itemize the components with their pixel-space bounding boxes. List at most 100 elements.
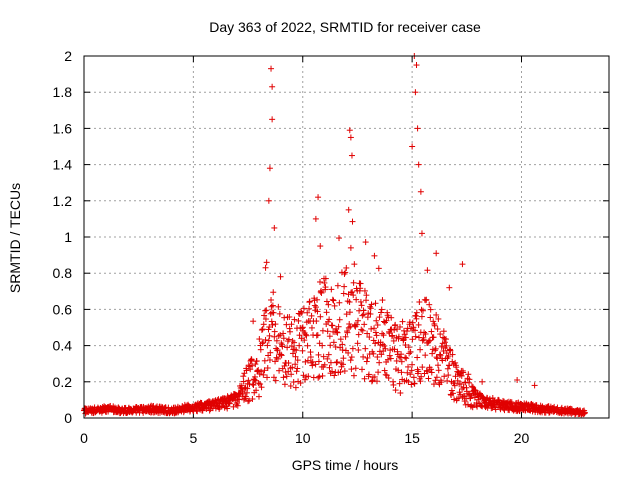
data-point: [430, 334, 437, 341]
data-point: [431, 322, 438, 329]
data-point: [234, 400, 241, 407]
data-point: [302, 331, 309, 338]
data-point: [266, 356, 273, 363]
data-point: [288, 371, 295, 378]
data-point: [458, 380, 465, 387]
data-point: [273, 337, 280, 344]
data-point: [361, 375, 368, 382]
data-point: [370, 337, 377, 344]
data-point: [415, 321, 422, 328]
data-point: [249, 381, 256, 388]
data-point: [276, 310, 283, 317]
data-point: [249, 362, 256, 369]
data-point: [342, 333, 349, 340]
data-point: [322, 284, 329, 291]
data-point: [401, 331, 408, 338]
data-point: [336, 299, 343, 306]
data-point: [348, 354, 355, 361]
data-point: [355, 346, 362, 353]
data-point: [299, 347, 306, 354]
data-point: [402, 334, 409, 341]
data-point: [436, 351, 443, 358]
data-point: [428, 366, 435, 373]
data-point: [317, 243, 324, 250]
data-point: [433, 311, 440, 318]
data-point: [285, 368, 292, 375]
data-point: [357, 298, 364, 305]
data-point: [385, 314, 392, 321]
data-point: [437, 331, 444, 338]
data-point: [350, 292, 357, 299]
data-point: [466, 376, 473, 383]
chart-title: Day 363 of 2022, SRMTID for receiver cas…: [209, 19, 481, 35]
data-point: [335, 323, 342, 330]
data-point: [306, 298, 313, 305]
data-point: [325, 351, 332, 358]
data-point: [334, 282, 341, 289]
data-point: [266, 332, 273, 339]
data-point: [304, 357, 311, 364]
data-point: [346, 298, 353, 305]
data-point: [396, 323, 403, 330]
data-point: [428, 328, 435, 335]
data-point: [373, 332, 380, 339]
data-point: [378, 306, 385, 313]
data-point: [433, 354, 440, 361]
x-tick-label: 5: [189, 430, 197, 446]
data-point: [270, 289, 277, 296]
x-tick-label: 20: [514, 430, 530, 446]
data-point: [420, 307, 427, 314]
data-point: [359, 366, 366, 373]
data-point: [386, 352, 393, 359]
data-point: [346, 127, 353, 134]
data-point: [409, 319, 416, 326]
data-point: [409, 143, 416, 150]
data-point: [250, 318, 257, 325]
data-point: [446, 284, 453, 291]
data-point: [371, 252, 378, 259]
data-point: [514, 376, 521, 383]
data-point: [417, 346, 424, 353]
data-point: [325, 301, 332, 308]
data-point: [285, 360, 292, 367]
data-point: [434, 326, 441, 333]
data-point: [313, 318, 320, 325]
data-point: [245, 362, 252, 369]
data-point: [291, 346, 298, 353]
data-point: [308, 324, 315, 331]
data-point: [271, 328, 278, 335]
data-point: [337, 336, 344, 343]
data-point: [418, 373, 425, 380]
data-point: [427, 306, 434, 313]
data-point: [279, 343, 286, 350]
data-point: [354, 317, 361, 324]
data-point: [419, 337, 426, 344]
data-point: [252, 361, 259, 368]
data-point: [283, 373, 290, 380]
data-point: [321, 279, 328, 286]
data-point: [405, 363, 412, 370]
data-point: [414, 354, 421, 361]
data-point: [388, 314, 395, 321]
data-point: [395, 367, 402, 374]
data-point: [245, 377, 252, 384]
y-tick-label: 1.6: [53, 120, 73, 136]
data-point: [411, 380, 418, 387]
data-point: [265, 197, 272, 204]
data-point: [432, 377, 439, 384]
data-point: [407, 371, 414, 378]
data-point: [435, 367, 442, 374]
data-point: [300, 305, 307, 312]
x-tick-label: 15: [404, 430, 420, 446]
data-point: [226, 400, 233, 407]
data-point: [224, 405, 231, 412]
data-point: [292, 361, 299, 368]
data-point: [294, 357, 301, 364]
data-point: [373, 317, 380, 324]
data-point: [368, 378, 375, 385]
data-point: [349, 218, 356, 225]
data-point: [471, 386, 478, 393]
data-point: [379, 330, 386, 337]
data-point: [268, 303, 275, 310]
data-point: [274, 347, 281, 354]
